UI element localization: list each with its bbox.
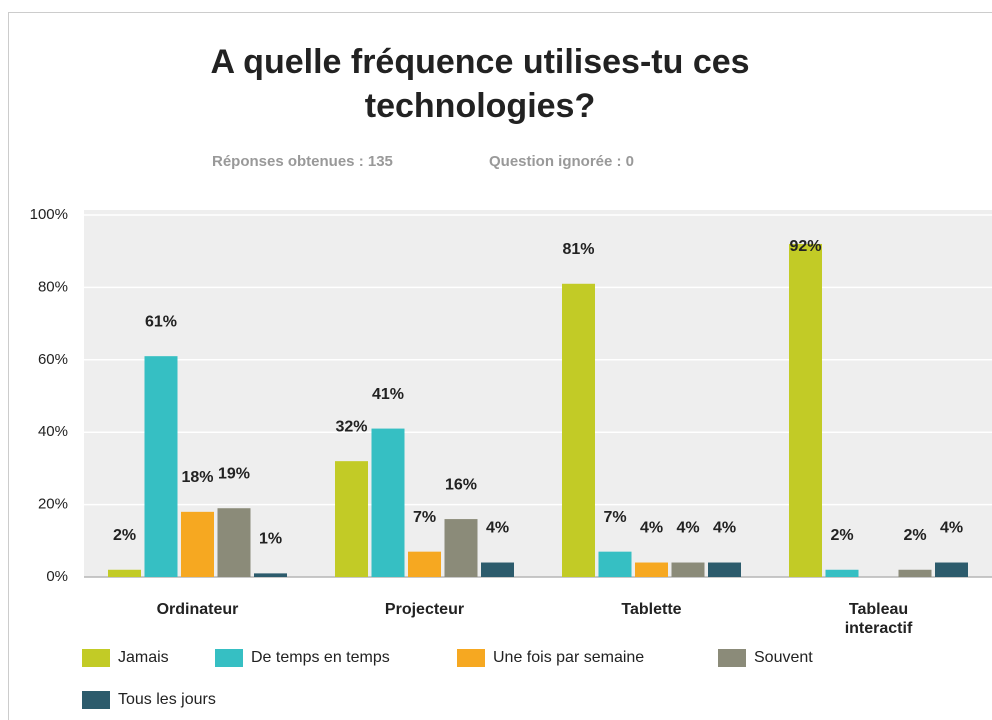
legend-item: Jamais	[82, 648, 169, 668]
bar	[408, 551, 441, 577]
bar	[444, 519, 478, 577]
bar	[898, 569, 932, 577]
legend-swatch	[82, 649, 110, 667]
legend-item: Une fois par semaine	[457, 648, 644, 668]
bar	[144, 356, 178, 577]
legend-swatch	[718, 649, 746, 667]
bar	[825, 569, 859, 577]
legend-swatch	[457, 649, 485, 667]
bar	[598, 551, 632, 577]
bar	[935, 562, 968, 577]
value-label: 4%	[676, 520, 699, 537]
value-label: 2%	[903, 527, 926, 544]
frame	[8, 12, 992, 720]
legend-swatch	[215, 649, 243, 667]
legend-label: De temps en temps	[251, 649, 390, 666]
legend-label: Jamais	[118, 649, 169, 666]
bar	[671, 562, 705, 577]
bar	[217, 508, 251, 577]
value-label: 18%	[181, 469, 213, 486]
y-tick-label: 60%	[38, 351, 68, 368]
value-label: 19%	[218, 465, 250, 482]
value-label: 7%	[603, 509, 626, 526]
bar	[335, 461, 368, 577]
bar	[708, 562, 741, 577]
value-label: 2%	[113, 527, 136, 544]
x-tick-label: Tableau interactif	[844, 601, 913, 637]
x-tick-label: Projecteur	[384, 601, 465, 618]
bar	[562, 283, 595, 577]
legend-swatch	[82, 691, 110, 709]
bar	[635, 562, 668, 577]
skipped: Question ignorée : 0	[489, 153, 635, 170]
value-label: 81%	[562, 241, 594, 258]
bar	[481, 562, 514, 577]
value-label: 92%	[789, 238, 821, 255]
x-tick-label: Tablette	[621, 601, 682, 618]
value-label: 2%	[830, 527, 853, 544]
bar	[181, 511, 214, 577]
value-label: 41%	[372, 386, 404, 403]
legend-item: De temps en temps	[215, 648, 390, 668]
value-label: 4%	[713, 520, 736, 537]
value-label: 16%	[445, 476, 477, 493]
bar	[254, 573, 287, 577]
value-label: 4%	[940, 520, 963, 537]
y-tick-label: 100%	[30, 206, 68, 223]
value-label: 1%	[259, 531, 282, 548]
legend-label: Souvent	[754, 649, 813, 666]
legend-item: Souvent	[718, 648, 813, 668]
value-label: 4%	[640, 520, 663, 537]
y-tick-label: 0%	[46, 568, 68, 585]
value-label: 61%	[145, 313, 177, 330]
legend-label: Tous les jours	[118, 691, 216, 708]
legend-item: Tous les jours	[82, 690, 216, 710]
x-tick-label: Ordinateur	[156, 601, 239, 618]
value-label: 32%	[335, 418, 367, 435]
legend-label: Une fois par semaine	[493, 649, 645, 666]
y-tick-label: 80%	[38, 278, 68, 295]
chart-title: A quelle fréquence utilises-tu ces techn…	[210, 43, 750, 125]
value-label: 4%	[486, 520, 509, 537]
y-tick-label: 20%	[38, 496, 68, 513]
answered: Réponses obtenues : 135	[212, 153, 393, 170]
bar	[108, 569, 141, 577]
value-label: 7%	[413, 509, 436, 526]
bar	[371, 428, 405, 577]
bar	[789, 243, 822, 577]
y-tick-label: 40%	[38, 423, 68, 440]
